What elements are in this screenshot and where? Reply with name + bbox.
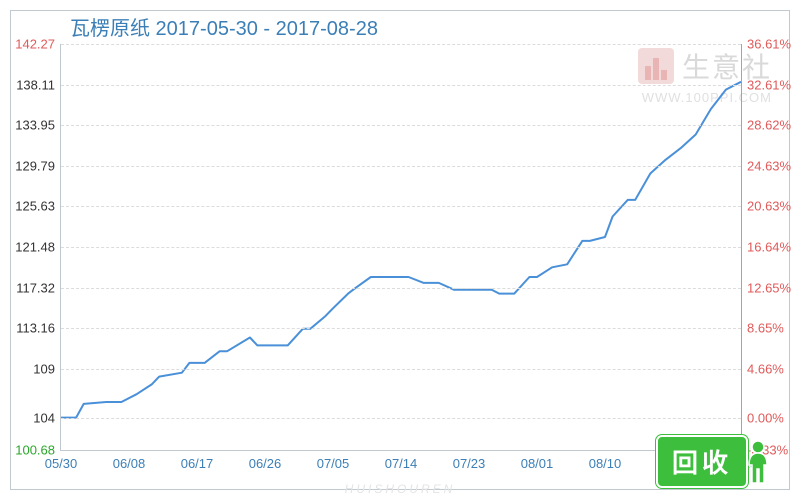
gridline xyxy=(61,166,741,167)
y-left-tick: 121.48 xyxy=(15,239,61,254)
y-left-tick: 109 xyxy=(33,361,61,376)
x-tick: 08/10 xyxy=(589,450,622,471)
y-right-tick: 4.66% xyxy=(741,361,784,376)
gridline xyxy=(61,125,741,126)
y-right-tick: 12.65% xyxy=(741,280,791,295)
y-right-tick: 16.64% xyxy=(741,239,791,254)
badge-text: 回收 xyxy=(656,435,748,488)
x-tick: 06/08 xyxy=(113,450,146,471)
gridline xyxy=(61,44,741,45)
bottom-watermark: HUISHOUREN xyxy=(345,482,456,496)
y-right-tick: 0.00% xyxy=(741,410,784,425)
y-left-tick: 129.79 xyxy=(15,158,61,173)
y-right-tick: 32.61% xyxy=(741,77,791,92)
x-tick: 07/23 xyxy=(453,450,486,471)
y-left-tick: 117.32 xyxy=(16,280,61,295)
y-left-tick: 104 xyxy=(33,410,61,425)
x-tick: 06/26 xyxy=(249,450,282,471)
gridline xyxy=(61,369,741,370)
y-right-tick: 8.65% xyxy=(741,321,784,336)
chart-title: 瓦楞原纸 2017-05-30 - 2017-08-28 xyxy=(70,12,378,41)
gridline xyxy=(61,206,741,207)
x-tick: 07/05 xyxy=(317,450,350,471)
y-right-tick: 36.61% xyxy=(741,37,791,52)
gridline xyxy=(61,85,741,86)
gridline xyxy=(61,288,741,289)
recycle-badge: 回收 xyxy=(656,435,772,488)
gridline xyxy=(61,247,741,248)
y-left-tick: 113.16 xyxy=(16,321,61,336)
y-left-tick: 138.11 xyxy=(16,77,61,92)
y-right-tick: 24.63% xyxy=(741,158,791,173)
y-right-tick: 28.62% xyxy=(741,118,791,133)
y-left-tick: 142.27 xyxy=(15,37,61,52)
y-right-tick: 20.63% xyxy=(741,199,791,214)
person-icon xyxy=(744,439,772,485)
y-left-tick: 133.95 xyxy=(15,118,61,133)
x-tick: 05/30 xyxy=(45,450,78,471)
plot-area: 100.68104109113.16117.32121.48125.63129.… xyxy=(60,44,742,451)
x-tick: 06/17 xyxy=(181,450,214,471)
gridline xyxy=(61,418,741,419)
x-tick: 07/14 xyxy=(385,450,418,471)
gridline xyxy=(61,328,741,329)
y-left-tick: 125.63 xyxy=(15,199,61,214)
x-tick: 08/01 xyxy=(521,450,554,471)
